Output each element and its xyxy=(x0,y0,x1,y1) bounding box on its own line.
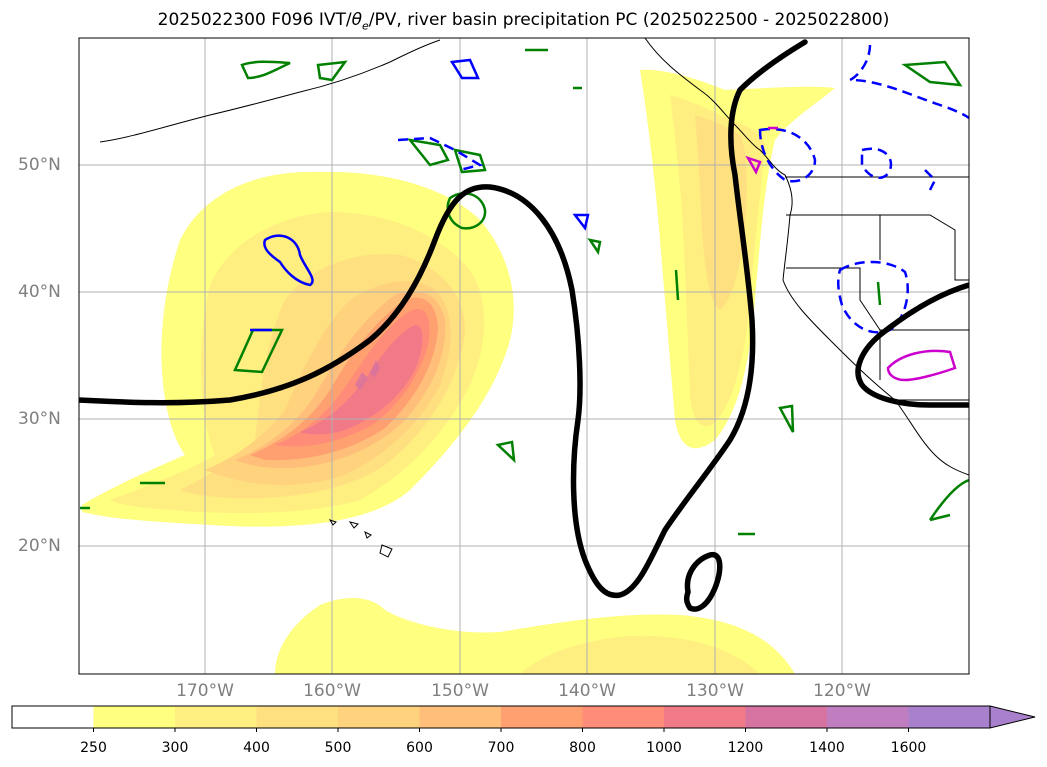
lat-label-40n: 40°N xyxy=(18,282,61,302)
lon-label-130w: 130°W xyxy=(686,681,744,701)
colorbar xyxy=(11,705,1036,732)
pv-contour-neg xyxy=(449,58,480,80)
pv-contour xyxy=(928,478,969,522)
pv-contour xyxy=(778,404,795,433)
title-suffix: /PV, river basin precipitation PC (20250… xyxy=(368,10,890,30)
theta-e-contour-east xyxy=(855,282,969,408)
ivt-region-main-1000 xyxy=(300,325,423,435)
ivt-region-main-800 xyxy=(275,309,430,447)
map-title: 2025022300 F096 IVT/θe/PV, river basin p… xyxy=(0,10,1047,32)
colorbar-tick-label: 250 xyxy=(80,740,107,756)
map-frame xyxy=(78,37,970,675)
colorbar-tick-label: 500 xyxy=(324,740,352,756)
lat-label-20n: 20°N xyxy=(18,536,61,556)
islands-alaska xyxy=(99,39,441,143)
colorbar-segment xyxy=(582,706,665,728)
colorbar-tick-label: 400 xyxy=(243,740,270,756)
title-theta: θ xyxy=(351,10,362,30)
lon-label-150w: 150°W xyxy=(431,681,489,701)
title-prefix: 2025022300 F096 IVT/ xyxy=(157,10,352,30)
pv-contour-neg xyxy=(397,136,484,172)
graticule xyxy=(79,38,969,674)
lat-label-50n: 50°N xyxy=(18,155,61,175)
colorbar-segment xyxy=(93,706,176,728)
precip-pc-contour xyxy=(886,349,957,382)
colorbar-segment xyxy=(175,706,257,728)
pv-contour-neg xyxy=(860,147,893,179)
pv-contour xyxy=(316,60,348,82)
pv-contour-neg xyxy=(758,127,817,183)
islands-hawaii xyxy=(328,519,393,558)
lat-label-30n: 30°N xyxy=(18,409,61,429)
pv-contour-neg xyxy=(572,213,590,231)
colorbar-segment xyxy=(256,706,339,728)
state-borders xyxy=(786,214,969,401)
pv-contours-positive xyxy=(80,48,969,536)
colorbar-segment xyxy=(419,706,502,728)
pv-contour-neg xyxy=(849,44,969,120)
pv-contour xyxy=(406,138,450,167)
lon-label-140w: 140°W xyxy=(558,681,616,701)
pv-contour xyxy=(495,440,516,464)
theta-e-contour-main xyxy=(79,39,808,599)
lon-label-120w: 120°W xyxy=(813,681,871,701)
colorbar-segment xyxy=(12,706,94,728)
colorbar-tick-label: 1000 xyxy=(646,740,682,756)
pv-contour xyxy=(80,48,755,536)
pv-contour xyxy=(674,269,680,301)
pv-contour xyxy=(876,281,882,306)
precip-pc-contour xyxy=(745,155,762,175)
ivt-region-main-1200 xyxy=(355,360,380,390)
theta-e-contours xyxy=(79,39,969,612)
colorbar-tick-label: 600 xyxy=(406,740,433,756)
lon-label-160w: 160°W xyxy=(303,681,361,701)
colorbar-tick-label: 1400 xyxy=(809,740,845,756)
ivt-region-south-300 xyxy=(520,635,760,674)
colorbar-segment xyxy=(827,706,909,728)
title-theta-sub: e xyxy=(362,19,369,33)
colorbar-segment xyxy=(338,706,420,728)
pv-contour-neg xyxy=(924,169,937,191)
pv-contour xyxy=(453,148,487,174)
lon-label-170w: 170°W xyxy=(176,681,234,701)
coastlines xyxy=(99,38,969,558)
colorbar-tick-label: 1600 xyxy=(890,740,927,756)
colorbar-tick-label: 1200 xyxy=(727,740,764,756)
colorbar-segment xyxy=(664,706,746,728)
colorbar-segment xyxy=(908,706,991,728)
colorbar-segment xyxy=(501,706,583,728)
pv-contour-neg xyxy=(263,234,314,287)
colorbar-extend-arrow xyxy=(989,705,1036,729)
pv-contour xyxy=(240,60,291,80)
pv-contour xyxy=(233,328,284,374)
colorbar-tick-label: 300 xyxy=(161,740,189,756)
pv-contour xyxy=(901,60,963,87)
colorbar-tick-label: 800 xyxy=(569,740,596,756)
coastline-north-america xyxy=(644,38,969,476)
precip-pc-contours xyxy=(745,126,957,382)
theta-e-contour-loop xyxy=(683,552,723,612)
colorbar-tick-label: 700 xyxy=(487,740,515,756)
colorbar-segment xyxy=(745,706,828,728)
pv-contour xyxy=(587,238,602,256)
